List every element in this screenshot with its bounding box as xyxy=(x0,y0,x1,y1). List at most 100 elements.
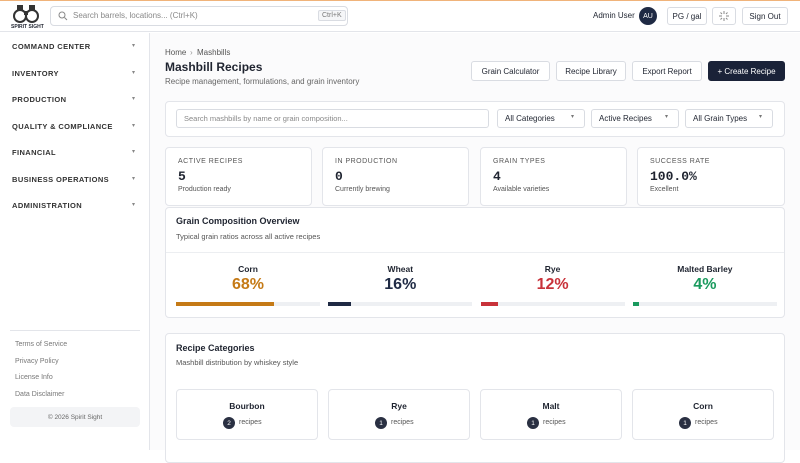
category-card[interactable] xyxy=(328,389,470,440)
stat-card xyxy=(322,147,469,206)
nav-label: QUALITY & COMPLIANCE xyxy=(12,122,113,131)
logo-icon xyxy=(13,5,39,23)
stat-note: Production ready xyxy=(178,186,231,193)
page-subtitle: Recipe management, formulations, and gra… xyxy=(165,77,360,86)
progress-track xyxy=(328,302,473,306)
progress-fill xyxy=(632,302,639,306)
category-name: Bourbon xyxy=(229,401,265,411)
nav-chevron: ▾ xyxy=(132,123,136,129)
category-name: Malt xyxy=(542,401,560,411)
sidebar xyxy=(0,33,150,450)
nav-chevron: ▾ xyxy=(132,70,136,76)
count-label: recipes xyxy=(239,419,262,426)
count-label: recipes xyxy=(695,419,718,426)
stat-value: 0 xyxy=(335,169,343,184)
select-chevron: ▾ xyxy=(665,114,669,120)
category-card[interactable] xyxy=(632,389,774,440)
avatar[interactable]: AU xyxy=(639,7,657,25)
category-card[interactable] xyxy=(480,389,622,440)
nav-label: INVENTORY xyxy=(12,69,59,78)
stat-value: 5 xyxy=(178,169,186,184)
stat-card xyxy=(637,147,785,206)
shortcut-hint: Ctrl+K xyxy=(318,10,346,21)
category-name: Rye xyxy=(391,401,407,411)
stat-value: 100.0% xyxy=(650,169,697,184)
breadcrumb-sep: › xyxy=(190,48,193,57)
sidebar-divider xyxy=(10,330,140,331)
progress-fill xyxy=(328,302,352,306)
filter-select[interactable] xyxy=(497,109,585,128)
grain-percent: 16% xyxy=(384,276,417,293)
grain-name: Corn xyxy=(238,264,258,274)
global-search[interactable] xyxy=(50,6,348,26)
stat-card xyxy=(480,147,627,206)
nav-chevron: ▾ xyxy=(132,149,136,155)
filter-select[interactable] xyxy=(591,109,679,128)
grain-card xyxy=(165,207,785,318)
filter-select[interactable] xyxy=(685,109,773,128)
search-placeholder: Search barrels, locations... (Ctrl+K) xyxy=(73,11,198,20)
count-badge: 2 xyxy=(223,417,235,429)
stat-label: GRAIN TYPES xyxy=(493,158,546,165)
filter-select-label: All Categories xyxy=(505,114,555,123)
theme-toggle[interactable] xyxy=(712,7,736,25)
user-name: Admin User xyxy=(593,11,635,20)
breadcrumb-item: Mashbills xyxy=(197,48,231,57)
top-bar xyxy=(0,0,800,32)
stat-label: IN PRODUCTION xyxy=(335,158,398,165)
grain-name: Rye xyxy=(544,264,561,274)
select-chevron: ▾ xyxy=(759,114,763,120)
sign-out-button[interactable]: Sign Out xyxy=(742,7,788,25)
nav-label: COMMAND CENTER xyxy=(12,42,91,51)
category-card[interactable] xyxy=(176,389,318,440)
footer-link[interactable]: Privacy Policy xyxy=(15,357,59,365)
stat-value: 4 xyxy=(493,169,501,184)
filter-search[interactable] xyxy=(176,109,489,128)
section-subtitle: Typical grain ratios across all active r… xyxy=(176,232,321,241)
select-chevron: ▾ xyxy=(571,114,575,120)
section-title: Grain Composition Overview xyxy=(176,216,300,226)
stat-note: Currently brewing xyxy=(335,186,390,193)
count-label: recipes xyxy=(391,419,414,426)
grain-percent: 68% xyxy=(231,276,265,293)
section-title: Recipe Categories xyxy=(176,343,255,353)
progress-track xyxy=(480,302,625,306)
copyright: © 2026 Spirit Sight xyxy=(10,407,140,427)
nav-chevron: ▾ xyxy=(132,176,136,182)
nav-label: PRODUCTION xyxy=(12,95,67,104)
stat-note: Excellent xyxy=(650,186,679,193)
divider xyxy=(166,252,784,253)
progress-fill xyxy=(480,302,498,306)
filter-select-label: Active Recipes xyxy=(599,114,652,123)
nav-chevron: ▾ xyxy=(132,96,136,102)
grain-percent: 4% xyxy=(693,276,717,293)
stat-card xyxy=(165,147,312,206)
footer-link[interactable]: Terms of Service xyxy=(15,341,68,348)
search-icon xyxy=(58,11,68,21)
action-button[interactable]: + Create Recipe xyxy=(708,61,785,81)
stat-note: Available varieties xyxy=(493,186,550,193)
filter-search-placeholder: Search mashbills by name or grain compos… xyxy=(184,114,348,123)
page-title: Mashbill Recipes xyxy=(165,60,263,74)
footer-link[interactable]: License Info xyxy=(15,374,53,381)
section-subtitle: Mashbill distribution by whiskey style xyxy=(176,358,299,367)
stat-label: SUCCESS RATE xyxy=(650,158,710,165)
footer-link[interactable]: Data Disclaimer xyxy=(15,390,65,398)
filter-select-label: All Grain Types xyxy=(693,114,748,123)
unit-toggle[interactable]: PG / gal xyxy=(667,7,707,25)
stat-label: ACTIVE RECIPES xyxy=(178,158,243,165)
action-button[interactable]: Recipe Library xyxy=(556,61,626,81)
logo-text: SPIRIT SIGHT xyxy=(11,24,44,30)
grain-name: Malted Barley xyxy=(677,264,733,274)
category-name: Corn xyxy=(693,401,713,411)
nav-label: FINANCIAL xyxy=(12,148,57,157)
grain-name: Wheat xyxy=(387,264,414,274)
count-label: recipes xyxy=(543,419,566,426)
action-button[interactable]: Grain Calculator xyxy=(471,61,550,81)
count-badge: 1 xyxy=(527,417,539,429)
breadcrumb-item[interactable]: Home xyxy=(165,48,187,57)
action-button[interactable]: Export Report xyxy=(632,61,702,81)
nav-label: ADMINISTRATION xyxy=(12,201,83,210)
nav-chevron: ▾ xyxy=(132,202,136,208)
